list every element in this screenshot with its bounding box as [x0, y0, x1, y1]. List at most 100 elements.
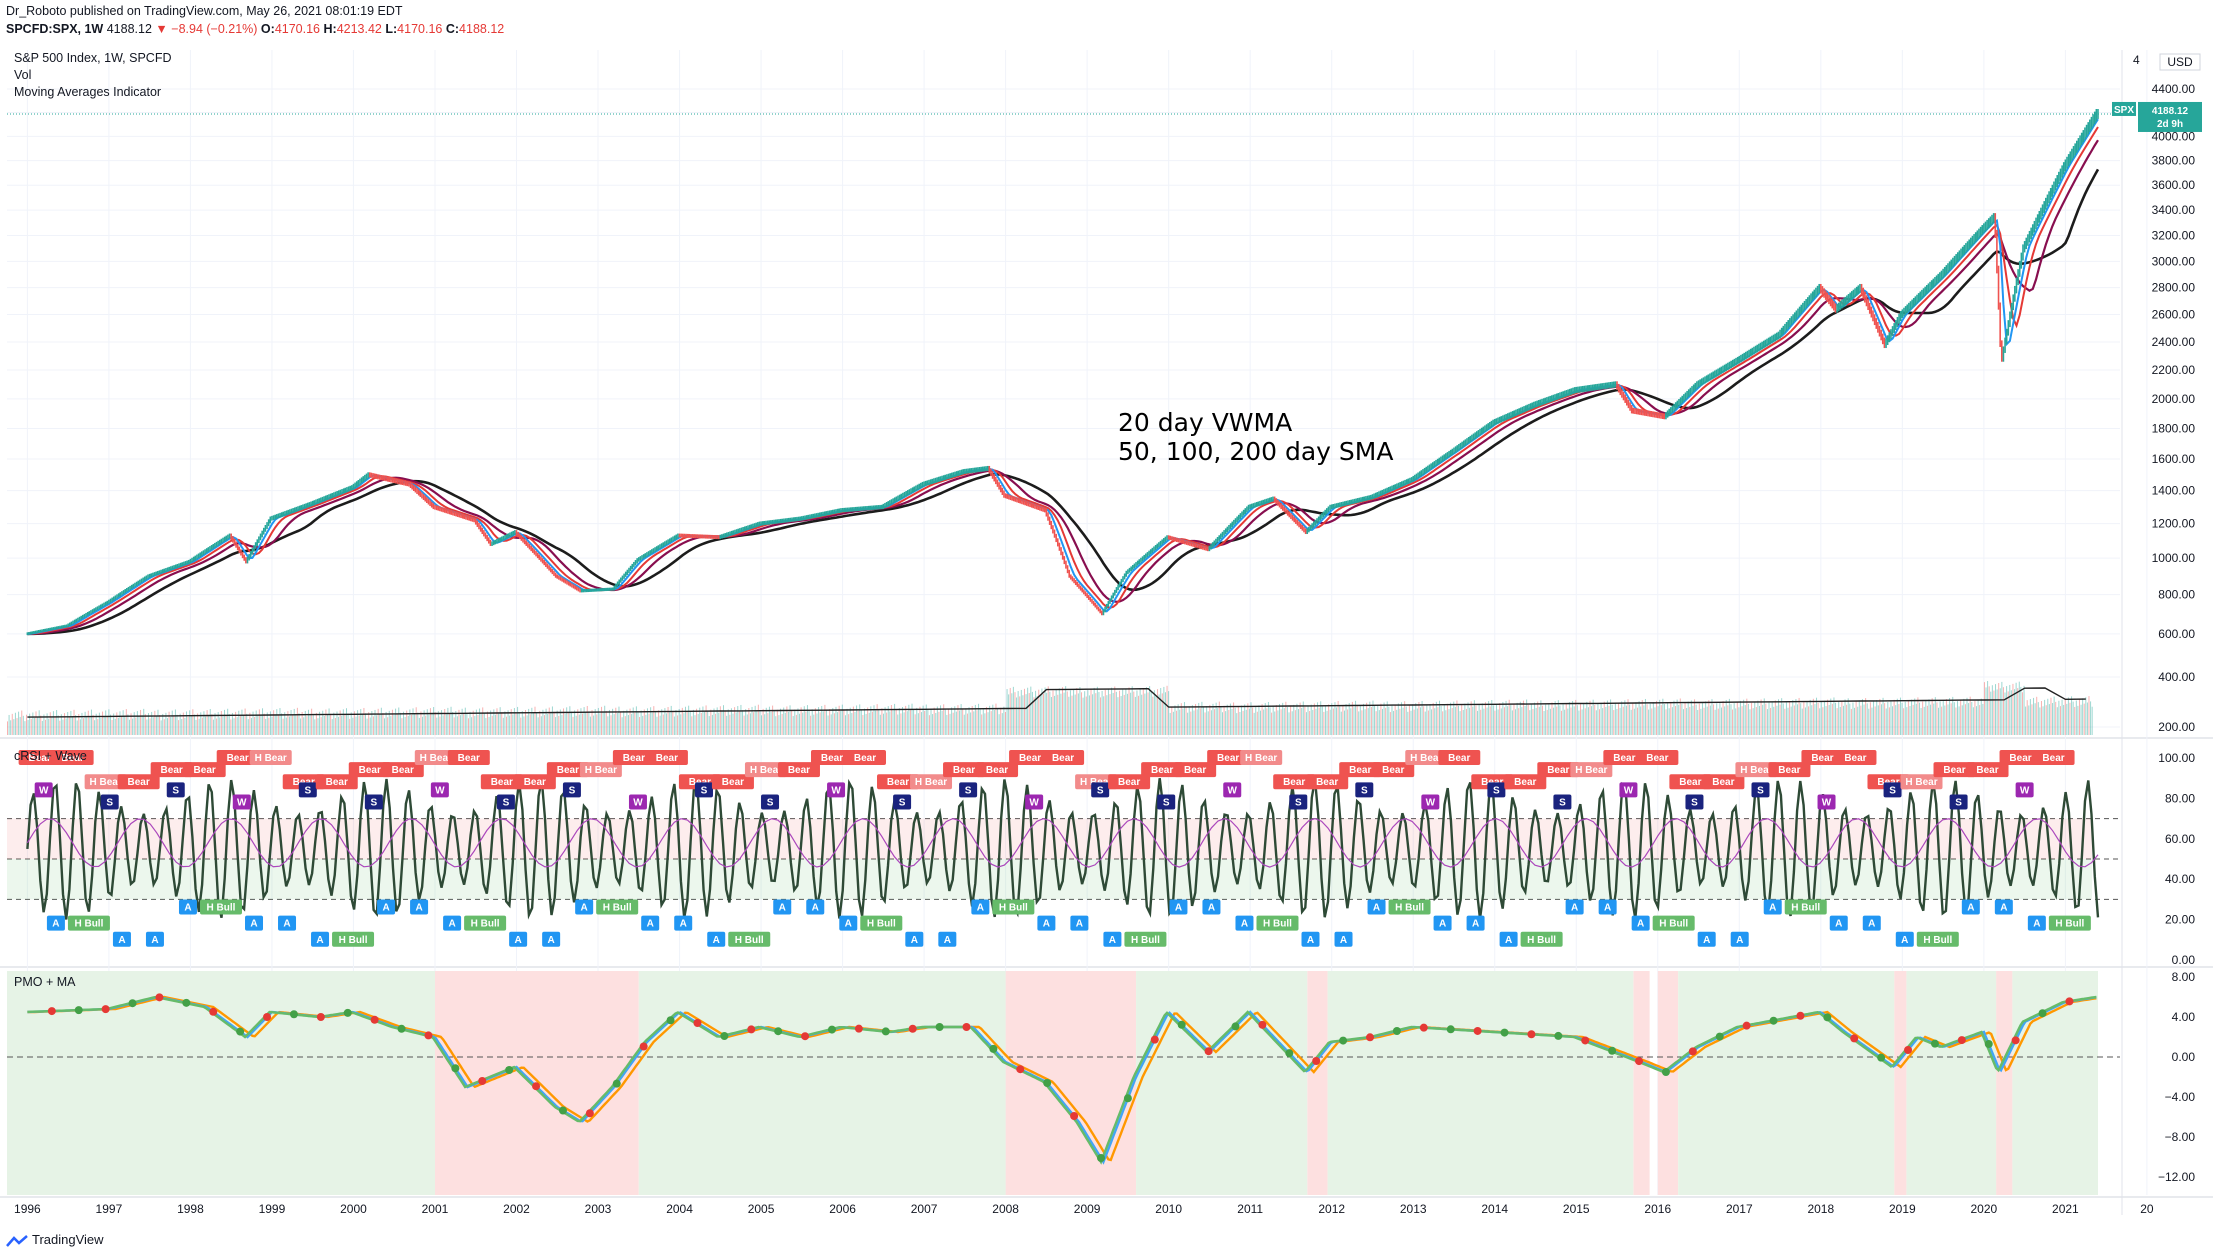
signal-w	[628, 794, 647, 810]
countdown-text: 2d 9h	[2157, 119, 2183, 130]
pmo-dot	[397, 1024, 406, 1033]
signal-label: H Bull	[867, 919, 896, 930]
tradingview-watermark[interactable]: TradingView	[6, 1232, 104, 1248]
signal-label: A	[1340, 935, 1347, 946]
signal-s	[1685, 794, 1704, 810]
pmo-dot	[74, 1006, 83, 1015]
pmo-dot	[451, 1064, 460, 1073]
signal-bear	[1108, 774, 1151, 790]
signal-label: H Bear	[1905, 777, 1937, 788]
signal-s	[166, 782, 185, 798]
signal-label: A	[977, 902, 984, 913]
price-axis-label: 2600.00	[2152, 308, 2196, 322]
signal-bear	[1372, 762, 1415, 778]
signal-label: S	[106, 797, 113, 808]
signal-bear	[546, 762, 589, 778]
signal-label: S	[1493, 785, 1500, 796]
price-axis-label: 1600.00	[2152, 452, 2196, 466]
pmo-dot	[155, 993, 164, 1002]
pmo-dot	[1581, 1036, 1590, 1045]
signal-label: A	[184, 902, 191, 913]
signal-label: A	[1043, 919, 1050, 930]
signal-h-bull	[1520, 931, 1563, 947]
signal-label: H Bull	[1395, 902, 1424, 913]
price-axis-label: 3800.00	[2152, 154, 2196, 168]
signal-label: W	[2020, 785, 2030, 796]
signal-label: Bear	[1184, 765, 1206, 776]
crsi-legend[interactable]: cRSI + Wave	[14, 749, 87, 763]
time-axis-label: 1998	[177, 1202, 204, 1216]
price-axis-label: 2800.00	[2152, 281, 2196, 295]
time-axis-label: 2002	[503, 1202, 530, 1216]
signal-label: H Bull	[1263, 919, 1292, 930]
pmo-dot	[1877, 1053, 1886, 1062]
publisher-line: Dr_Roboto published on TradingView.com, …	[6, 4, 403, 18]
pmo-dot	[908, 1024, 917, 1033]
price-axis-label: 2200.00	[2152, 363, 2196, 377]
signal-label: Bear	[227, 753, 249, 764]
pmo-dot	[101, 1005, 110, 1014]
signal-label: W	[1624, 785, 1634, 796]
signal-label: Bear	[788, 765, 810, 776]
signal-a	[641, 915, 660, 931]
signal-label: A	[1439, 919, 1446, 930]
signal-label: S	[172, 785, 179, 796]
price-axis-label-partial: 4	[2133, 53, 2140, 67]
signal-h-bear	[1240, 750, 1283, 765]
main-pane-legend[interactable]: S&P 500 Index, 1W, SPCFD	[14, 51, 172, 65]
signal-h-bull	[1784, 899, 1827, 915]
pmo-zone-bull	[1906, 971, 1997, 1195]
signal-a	[1235, 915, 1254, 931]
signal-s	[1091, 782, 1110, 798]
time-axis-label: 2000	[340, 1202, 367, 1216]
signal-label: Bear	[161, 765, 183, 776]
pmo-dot	[532, 1082, 541, 1091]
signal-label: A	[151, 935, 158, 946]
signal-label: H Bull	[1791, 902, 1820, 913]
pmo-dot	[182, 998, 191, 1007]
signal-label: Bear	[1019, 753, 1041, 764]
signal-label: S	[1955, 797, 1962, 808]
pmo-legend[interactable]: PMO + MA	[14, 975, 76, 989]
last-price: 4188.12	[106, 22, 152, 36]
pmo-dot	[639, 1042, 648, 1051]
signal-label: Bear	[194, 765, 216, 776]
time-axis-label: 2019	[1889, 1202, 1916, 1216]
signal-bear	[381, 762, 424, 778]
signal-s	[694, 782, 713, 798]
signal-label: A	[1307, 935, 1314, 946]
signal-a	[806, 899, 825, 915]
pmo-dot	[1608, 1046, 1617, 1055]
ticker-badge-text: SPX	[2114, 105, 2134, 116]
signal-h-bull	[464, 915, 507, 931]
pmo-axis-label: 0.00	[2172, 1050, 2196, 1064]
signal-a	[145, 931, 164, 947]
signal-label: Bear	[722, 777, 744, 788]
signal-label: Bear	[2009, 753, 2031, 764]
currency-button	[2159, 53, 2201, 71]
signal-h-bear	[84, 774, 127, 790]
signal-w	[1817, 794, 1836, 810]
signal-bear	[513, 774, 556, 790]
pmo-dot	[1043, 1079, 1052, 1087]
signal-bear	[1504, 774, 1547, 790]
signal-s	[1487, 782, 1506, 798]
price-badge	[2138, 101, 2202, 132]
signal-label: S	[503, 797, 510, 808]
pmo-dot	[720, 1032, 729, 1040]
crsi-upper-band	[7, 818, 2092, 859]
ma-legend[interactable]: Moving Averages Indicator	[14, 85, 162, 99]
signal-label: Bear	[1811, 753, 1833, 764]
pmo-dot	[1016, 1065, 1025, 1074]
symbol[interactable]: SPCFD:SPX, 1W	[6, 22, 104, 36]
signal-label: W	[1426, 797, 1436, 808]
signal-bear	[1438, 750, 1481, 765]
candle-series	[26, 109, 2099, 636]
volume-legend[interactable]: Vol	[14, 68, 32, 82]
signal-s	[761, 794, 780, 810]
time-axis-label: 20	[2140, 1202, 2154, 1216]
signal-label: Bear	[821, 753, 843, 764]
pmo-dot	[316, 1013, 325, 1021]
signal-label: A	[845, 919, 852, 930]
